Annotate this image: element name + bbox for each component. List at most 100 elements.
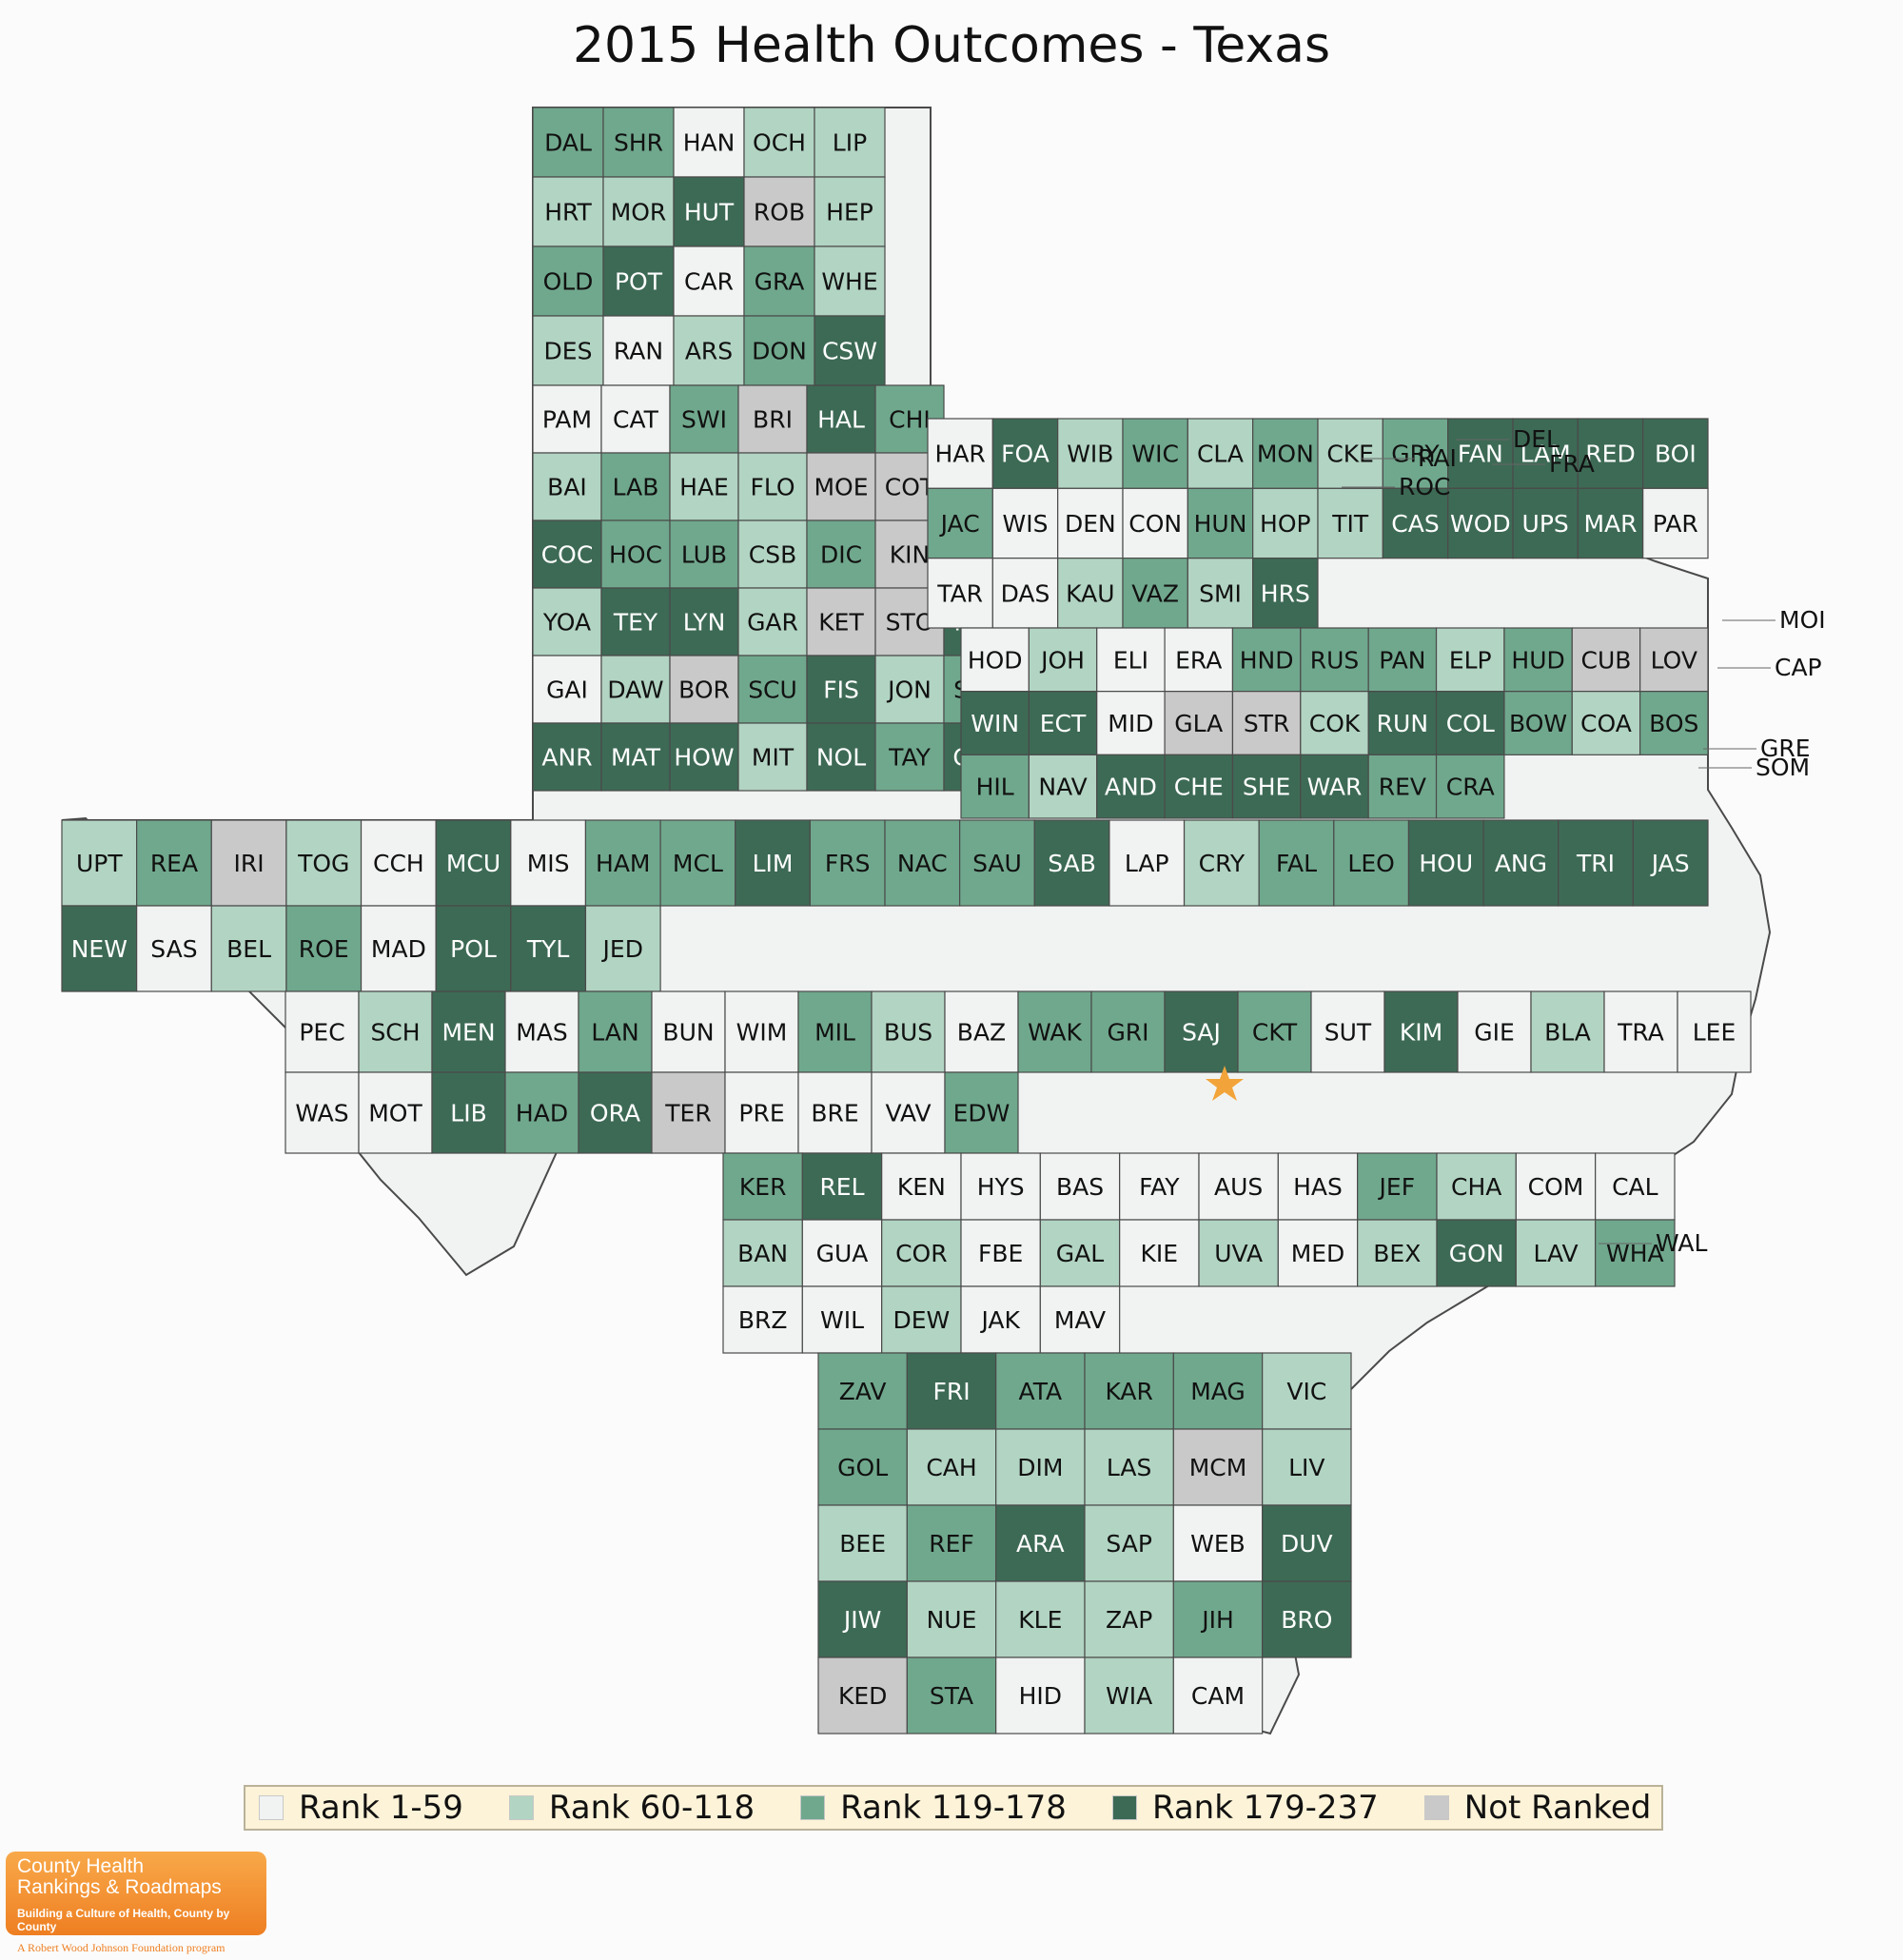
county-label: KIE	[1141, 1240, 1179, 1267]
county-shape	[927, 418, 993, 489]
county-shape	[737, 452, 808, 521]
county-kle: KLE	[995, 1580, 1086, 1658]
county-com: COM	[1515, 1152, 1597, 1221]
county-label: COC	[541, 541, 594, 569]
county-shape	[944, 1071, 1019, 1154]
county-moe: MOE	[806, 452, 876, 521]
county-shape	[881, 1285, 962, 1354]
county-label: BEL	[226, 935, 271, 963]
county-label: AND	[1105, 774, 1157, 801]
county-label: WIM	[736, 1019, 788, 1047]
county-shape	[510, 819, 587, 907]
county-dim: DIM	[995, 1428, 1086, 1506]
county-shape	[735, 819, 811, 907]
county-shape	[809, 819, 886, 907]
county-label: REF	[929, 1530, 974, 1558]
county-ect: ECT	[1028, 691, 1098, 755]
county-ran: RAN	[602, 315, 675, 386]
county-tey: TEY	[600, 587, 671, 657]
county-shape	[1382, 418, 1449, 489]
county-den: DEN	[1057, 487, 1124, 559]
county-label: CLA	[1197, 441, 1244, 468]
county-zap: ZAP	[1084, 1580, 1174, 1658]
county-label: FAY	[1139, 1173, 1180, 1201]
county-sas: SAS	[136, 905, 212, 992]
county-shape	[995, 1352, 1086, 1430]
county-label: FAL	[1276, 850, 1317, 877]
county-label: IRI	[234, 850, 265, 877]
county-shape	[1164, 754, 1234, 819]
map-title: 2015 Health Outcomes - Texas	[572, 17, 1331, 74]
county-label: SAB	[1048, 850, 1096, 877]
county-mav: MAV	[1039, 1285, 1121, 1354]
county-gla: GLA	[1164, 691, 1234, 755]
county-shape	[510, 905, 587, 992]
county-cra: CRA	[1435, 754, 1505, 819]
county-label: GRY	[1391, 441, 1440, 468]
county-ker: KER	[722, 1152, 803, 1221]
county-shape	[1172, 1504, 1264, 1582]
county-label: KIN	[890, 541, 930, 569]
county-ref: REF	[906, 1504, 997, 1582]
callout-fra: FRA	[1549, 450, 1595, 478]
county-shape	[1277, 1152, 1359, 1221]
county-col: COL	[1435, 691, 1505, 755]
county-label: TOG	[297, 850, 349, 877]
legend-item-rank-179-237: Rank 179-237	[1111, 1789, 1379, 1827]
county-hoc: HOC	[600, 519, 671, 589]
county-jac: JAC	[927, 487, 993, 559]
county-label: BEX	[1373, 1240, 1421, 1267]
county-label: MAS	[516, 1019, 568, 1047]
county-hil: HIL	[960, 754, 1030, 819]
callout-wal: WAL	[1656, 1229, 1707, 1257]
county-shape	[360, 905, 437, 992]
county-label: DON	[752, 338, 807, 365]
county-fbe: FBE	[960, 1219, 1041, 1287]
county-vic: VIC	[1262, 1352, 1352, 1430]
county-shape	[1172, 1580, 1264, 1658]
county-roe: ROE	[285, 905, 363, 992]
county-shape	[504, 990, 579, 1073]
county-hrs: HRS	[1252, 558, 1319, 629]
county-label: ATA	[1019, 1378, 1063, 1405]
county-label: BRZ	[738, 1306, 788, 1334]
county-shape	[1435, 754, 1505, 819]
county-joh: JOH	[1028, 627, 1098, 693]
county-label: COM	[1528, 1173, 1584, 1201]
county-label: HEP	[826, 199, 873, 226]
county-mad: MAD	[360, 905, 437, 992]
county-rob: ROB	[743, 176, 815, 247]
county-bel: BEL	[210, 905, 287, 992]
county-ara: ARA	[995, 1504, 1086, 1582]
county-label: HAS	[1293, 1173, 1343, 1201]
county-mcu: MCU	[435, 819, 512, 907]
county-sap: SAP	[1084, 1504, 1174, 1582]
county-coc: COC	[532, 519, 602, 589]
county-shape	[584, 819, 661, 907]
texas-county-map: DAL SHR HAN OCH LIP HRT MOR HUT ROB HEP OLD POT CAR G…	[61, 107, 1826, 1735]
county-new: NEW	[61, 905, 138, 992]
county-label: POT	[615, 268, 663, 296]
county-shape	[1090, 990, 1166, 1073]
county-label: HND	[1240, 646, 1294, 674]
county-shape	[1436, 1219, 1517, 1287]
county-shape	[435, 905, 512, 992]
legend-item-rank-60-118: Rank 60-118	[508, 1789, 755, 1827]
county-label: HUT	[684, 199, 735, 226]
county-hut: HUT	[673, 176, 745, 247]
county-label: AUS	[1214, 1173, 1263, 1201]
county-and: AND	[1096, 754, 1166, 819]
county-shape	[136, 819, 212, 907]
county-flo: FLO	[737, 452, 808, 521]
county-label: NUE	[927, 1606, 977, 1634]
county-label: WIN	[971, 710, 1019, 737]
county-shape	[1198, 1219, 1279, 1287]
county-label: ZAP	[1106, 1606, 1152, 1634]
county-gry: GRY	[1382, 418, 1449, 489]
county-ang: ANG	[1482, 819, 1560, 907]
county-shape	[358, 1071, 433, 1154]
county-label: GUA	[816, 1240, 869, 1267]
county-tri: TRI	[1558, 819, 1634, 907]
county-label: JIH	[1200, 1606, 1234, 1634]
county-shape	[995, 1428, 1086, 1506]
